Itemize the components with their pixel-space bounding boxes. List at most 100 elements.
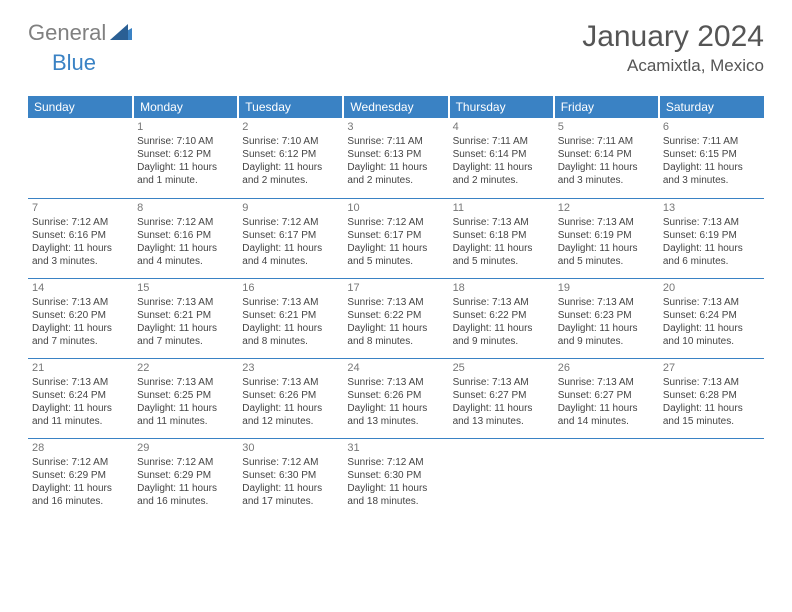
sunset-line: Sunset: 6:23 PM <box>558 309 655 322</box>
daylight-line: and 2 minutes. <box>453 174 550 187</box>
daylight-line: and 3 minutes. <box>663 174 760 187</box>
calendar-cell: 23Sunrise: 7:13 AMSunset: 6:26 PMDayligh… <box>238 358 343 438</box>
calendar-cell: 16Sunrise: 7:13 AMSunset: 6:21 PMDayligh… <box>238 278 343 358</box>
daylight-line: Daylight: 11 hours <box>137 482 234 495</box>
sunrise-line: Sunrise: 7:10 AM <box>242 135 339 148</box>
daylight-line: and 2 minutes. <box>347 174 444 187</box>
calendar-head: Sunday Monday Tuesday Wednesday Thursday… <box>28 96 764 118</box>
day-number: 17 <box>347 281 444 295</box>
sunset-line: Sunset: 6:15 PM <box>663 148 760 161</box>
sunset-line: Sunset: 6:14 PM <box>558 148 655 161</box>
weekday-header: Thursday <box>449 96 554 118</box>
sunrise-line: Sunrise: 7:13 AM <box>32 376 129 389</box>
sunset-line: Sunset: 6:25 PM <box>137 389 234 402</box>
sunset-line: Sunset: 6:24 PM <box>32 389 129 402</box>
day-number: 10 <box>347 201 444 215</box>
logo-text-1: General <box>28 20 106 46</box>
day-number: 2 <box>242 120 339 134</box>
day-number: 23 <box>242 361 339 375</box>
daylight-line: Daylight: 11 hours <box>558 242 655 255</box>
sunrise-line: Sunrise: 7:12 AM <box>242 216 339 229</box>
daylight-line: Daylight: 11 hours <box>242 402 339 415</box>
day-number: 21 <box>32 361 129 375</box>
sunrise-line: Sunrise: 7:13 AM <box>137 296 234 309</box>
sunrise-line: Sunrise: 7:13 AM <box>137 376 234 389</box>
daylight-line: Daylight: 11 hours <box>32 482 129 495</box>
sunrise-line: Sunrise: 7:10 AM <box>137 135 234 148</box>
calendar-row: 14Sunrise: 7:13 AMSunset: 6:20 PMDayligh… <box>28 278 764 358</box>
sunrise-line: Sunrise: 7:13 AM <box>663 296 760 309</box>
sunrise-line: Sunrise: 7:12 AM <box>242 456 339 469</box>
sunrise-line: Sunrise: 7:13 AM <box>347 376 444 389</box>
daylight-line: and 8 minutes. <box>347 335 444 348</box>
daylight-line: Daylight: 11 hours <box>663 322 760 335</box>
month-title: January 2024 <box>582 20 764 54</box>
calendar-cell: 18Sunrise: 7:13 AMSunset: 6:22 PMDayligh… <box>449 278 554 358</box>
calendar-cell: 9Sunrise: 7:12 AMSunset: 6:17 PMDaylight… <box>238 198 343 278</box>
daylight-line: and 4 minutes. <box>137 255 234 268</box>
daylight-line: and 5 minutes. <box>453 255 550 268</box>
daylight-line: Daylight: 11 hours <box>137 161 234 174</box>
sunset-line: Sunset: 6:17 PM <box>242 229 339 242</box>
calendar-cell: 12Sunrise: 7:13 AMSunset: 6:19 PMDayligh… <box>554 198 659 278</box>
sunrise-line: Sunrise: 7:12 AM <box>32 456 129 469</box>
sunrise-line: Sunrise: 7:13 AM <box>32 296 129 309</box>
calendar-cell: 13Sunrise: 7:13 AMSunset: 6:19 PMDayligh… <box>659 198 764 278</box>
day-number: 15 <box>137 281 234 295</box>
daylight-line: Daylight: 11 hours <box>137 322 234 335</box>
day-number: 5 <box>558 120 655 134</box>
calendar-row: 21Sunrise: 7:13 AMSunset: 6:24 PMDayligh… <box>28 358 764 438</box>
day-number: 22 <box>137 361 234 375</box>
day-number: 25 <box>453 361 550 375</box>
day-number: 6 <box>663 120 760 134</box>
calendar-cell: 6Sunrise: 7:11 AMSunset: 6:15 PMDaylight… <box>659 118 764 198</box>
calendar-cell <box>554 438 659 518</box>
sunset-line: Sunset: 6:17 PM <box>347 229 444 242</box>
calendar-cell: 11Sunrise: 7:13 AMSunset: 6:18 PMDayligh… <box>449 198 554 278</box>
daylight-line: and 14 minutes. <box>558 415 655 428</box>
day-number: 14 <box>32 281 129 295</box>
sunrise-line: Sunrise: 7:13 AM <box>242 296 339 309</box>
sunrise-line: Sunrise: 7:13 AM <box>347 296 444 309</box>
calendar-cell <box>28 118 133 198</box>
sunrise-line: Sunrise: 7:13 AM <box>558 216 655 229</box>
sunrise-line: Sunrise: 7:12 AM <box>347 456 444 469</box>
sunset-line: Sunset: 6:29 PM <box>32 469 129 482</box>
daylight-line: and 3 minutes. <box>558 174 655 187</box>
sunrise-line: Sunrise: 7:11 AM <box>663 135 760 148</box>
sunset-line: Sunset: 6:26 PM <box>347 389 444 402</box>
sunrise-line: Sunrise: 7:13 AM <box>453 216 550 229</box>
daylight-line: and 9 minutes. <box>453 335 550 348</box>
day-number: 28 <box>32 441 129 455</box>
sunrise-line: Sunrise: 7:13 AM <box>453 296 550 309</box>
sunrise-line: Sunrise: 7:12 AM <box>137 216 234 229</box>
daylight-line: Daylight: 11 hours <box>347 161 444 174</box>
daylight-line: and 9 minutes. <box>558 335 655 348</box>
calendar-row: 1Sunrise: 7:10 AMSunset: 6:12 PMDaylight… <box>28 118 764 198</box>
day-number: 26 <box>558 361 655 375</box>
calendar-cell: 31Sunrise: 7:12 AMSunset: 6:30 PMDayligh… <box>343 438 448 518</box>
weekday-header: Tuesday <box>238 96 343 118</box>
daylight-line: Daylight: 11 hours <box>242 242 339 255</box>
daylight-line: and 15 minutes. <box>663 415 760 428</box>
calendar-cell: 24Sunrise: 7:13 AMSunset: 6:26 PMDayligh… <box>343 358 448 438</box>
calendar-cell: 21Sunrise: 7:13 AMSunset: 6:24 PMDayligh… <box>28 358 133 438</box>
daylight-line: Daylight: 11 hours <box>32 402 129 415</box>
daylight-line: Daylight: 11 hours <box>242 322 339 335</box>
day-number: 27 <box>663 361 760 375</box>
daylight-line: and 4 minutes. <box>242 255 339 268</box>
day-number: 31 <box>347 441 444 455</box>
weekday-header: Friday <box>554 96 659 118</box>
sunset-line: Sunset: 6:21 PM <box>137 309 234 322</box>
calendar-cell: 4Sunrise: 7:11 AMSunset: 6:14 PMDaylight… <box>449 118 554 198</box>
daylight-line: Daylight: 11 hours <box>558 161 655 174</box>
daylight-line: and 5 minutes. <box>558 255 655 268</box>
daylight-line: and 11 minutes. <box>32 415 129 428</box>
calendar-cell: 3Sunrise: 7:11 AMSunset: 6:13 PMDaylight… <box>343 118 448 198</box>
daylight-line: and 16 minutes. <box>137 495 234 508</box>
daylight-line: Daylight: 11 hours <box>347 322 444 335</box>
sunrise-line: Sunrise: 7:12 AM <box>347 216 444 229</box>
daylight-line: Daylight: 11 hours <box>663 161 760 174</box>
sunset-line: Sunset: 6:16 PM <box>32 229 129 242</box>
daylight-line: Daylight: 11 hours <box>32 322 129 335</box>
